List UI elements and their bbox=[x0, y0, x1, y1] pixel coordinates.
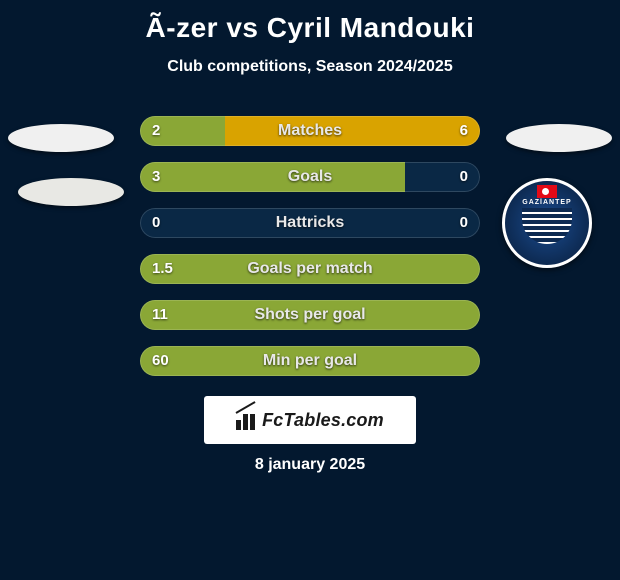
stat-label: Goals per match bbox=[140, 254, 480, 284]
stat-left-value: 0 bbox=[152, 208, 160, 238]
bar-chart-icon bbox=[236, 410, 258, 430]
date-text: 8 january 2025 bbox=[0, 456, 620, 474]
stat-row: Goals3 0 bbox=[0, 162, 620, 192]
stat-label: Matches bbox=[140, 116, 480, 146]
stat-right-value: 0 bbox=[460, 162, 468, 192]
trend-line-icon bbox=[236, 401, 256, 414]
stat-row: Min per goal60 bbox=[0, 346, 620, 376]
stat-left-value: 60 bbox=[152, 346, 169, 376]
subtitle: Club competitions, Season 2024/2025 bbox=[0, 58, 620, 76]
stat-left-value: 11 bbox=[152, 300, 168, 330]
stat-row: Hattricks0 0 bbox=[0, 208, 620, 238]
fctables-logo: FcTables.com bbox=[204, 396, 416, 444]
stat-left-value: 2 bbox=[152, 116, 160, 146]
stat-left-value: 3 bbox=[152, 162, 160, 192]
stat-row: Matches2 6 bbox=[0, 116, 620, 146]
stat-label: Goals bbox=[140, 162, 480, 192]
page-title: Ã-zer vs Cyril Mandouki bbox=[0, 0, 620, 44]
stat-label: Min per goal bbox=[140, 346, 480, 376]
stat-label: Shots per goal bbox=[140, 300, 480, 330]
logo-text: FcTables.com bbox=[262, 410, 384, 431]
stat-left-value: 1.5 bbox=[152, 254, 173, 284]
stat-right-value: 0 bbox=[460, 208, 468, 238]
stat-right-value: 6 bbox=[460, 116, 468, 146]
badge-top-text: GAZİANTEP bbox=[522, 199, 571, 206]
stat-row: Shots per goal11 bbox=[0, 300, 620, 330]
stat-row: Goals per match1.5 bbox=[0, 254, 620, 284]
stat-label: Hattricks bbox=[140, 208, 480, 238]
